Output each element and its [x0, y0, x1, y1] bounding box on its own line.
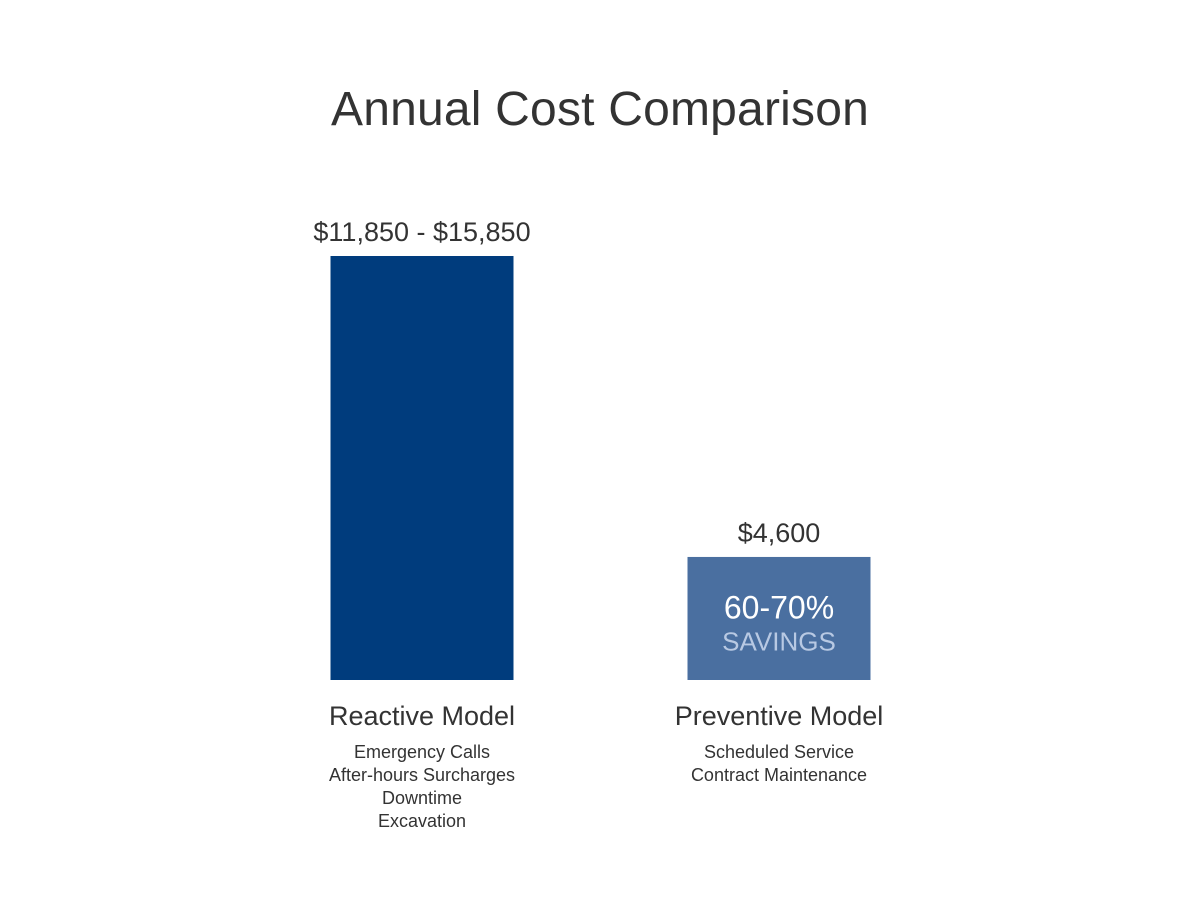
category-description-reactive-model: After-hours Surcharges: [329, 765, 515, 785]
category-description-preventive-model: Scheduled Service: [704, 742, 854, 762]
category-label-preventive-model: Preventive Model: [675, 701, 884, 731]
savings-percentage: 60-70%: [724, 589, 834, 625]
category-label-reactive-model: Reactive Model: [329, 701, 515, 731]
category-description-reactive-model: Downtime: [382, 788, 462, 808]
category-description-reactive-model: Emergency Calls: [354, 742, 490, 762]
value-label-preventive-model: $4,600: [738, 518, 821, 548]
value-label-reactive-model: $11,850 - $15,850: [313, 217, 530, 247]
bar-preventive-model: [687, 556, 871, 680]
category-description-preventive-model: Contract Maintenance: [691, 765, 867, 785]
chart-title: Annual Cost Comparison: [330, 83, 869, 136]
category-description-reactive-model: Excavation: [378, 811, 466, 831]
savings-label: SAVINGS: [722, 626, 836, 656]
bar-reactive-model: [330, 256, 514, 680]
